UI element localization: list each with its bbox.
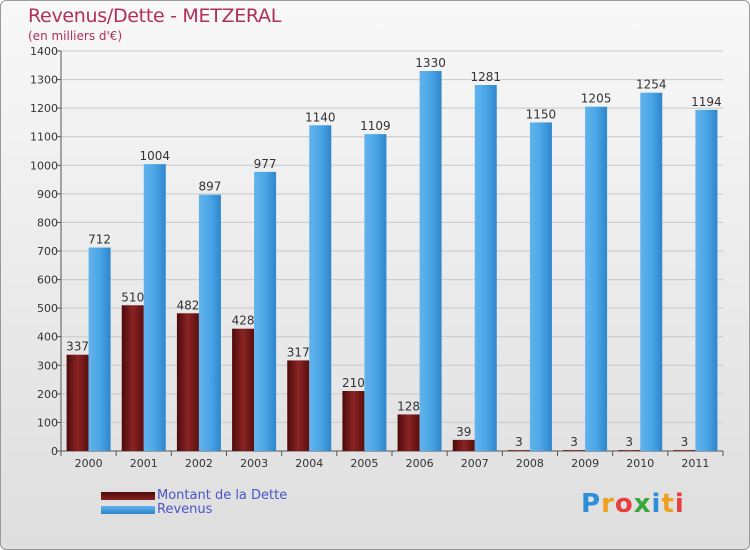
bar-revenus [474,85,497,451]
bars [66,71,718,452]
y-tick-label: 700 [37,245,58,258]
bar-revenus [585,106,608,451]
logo-letter: t [661,489,675,519]
data-label-revenus: 1205 [581,92,612,106]
data-label-dette: 3 [681,435,689,449]
data-label-revenus: 1150 [526,107,557,121]
y-tick-label: 1300 [30,74,58,87]
bar-dette [66,354,89,451]
logo-letter: o [614,489,634,519]
bar-revenus [529,122,552,451]
bar-dette [176,313,199,451]
bar-revenus [198,194,221,451]
y-tick-label: 1100 [30,131,58,144]
data-label-dette: 210 [342,376,365,390]
logo-letter: i [674,489,685,519]
x-tick-label: 2008 [516,457,544,470]
bar-dette [452,439,475,451]
chart-subtitle: (en milliers d'€) [28,29,123,43]
data-label-dette: 337 [66,340,89,354]
legend-label-debt: Montant de la Dette [157,488,288,503]
data-label-revenus: 1254 [636,78,667,92]
chart-title: Revenus/Dette - METZERAL [28,5,282,27]
logo-letter: x [633,489,652,519]
bar-revenus [254,171,277,451]
bar-dette [232,328,255,451]
data-label-revenus: 1330 [415,56,446,70]
data-label-dette: 3 [570,435,578,449]
data-label-revenus: 1109 [360,119,391,133]
bar-revenus [88,247,111,451]
y-tick-label: 0 [51,445,58,458]
y-tick-label: 400 [37,331,58,344]
grid [61,50,723,452]
logo-letter: P [581,489,602,519]
data-label-revenus: 897 [198,180,221,194]
data-label-dette: 3 [515,435,523,449]
bar-dette [287,360,310,451]
data-label-revenus: 1194 [691,95,722,109]
bar-dette [121,305,144,451]
x-tick-label: 2002 [185,457,213,470]
y-tick-label: 600 [37,274,58,287]
x-tick-label: 2011 [681,457,709,470]
x-tick-label: 2004 [295,457,323,470]
y-tick-label: 1000 [30,159,58,172]
y-tick-label: 300 [37,359,58,372]
y-tick-label: 200 [37,388,58,401]
y-tick-label: 500 [37,302,58,315]
data-label-revenus: 712 [88,233,111,247]
legend-label-revenus: Revenus [157,502,213,517]
data-label-revenus: 1140 [305,110,336,124]
y-tick-label: 100 [37,416,58,429]
data-label-dette: 128 [397,399,420,413]
legend-swatch-debt [101,492,155,500]
proxiti-logo: Proxiti [581,489,685,519]
bar-revenus [143,164,166,451]
data-label-dette: 3 [625,435,633,449]
data-label-dette: 317 [287,345,310,359]
y-tick-label: 900 [37,188,58,201]
x-tick-label: 2007 [461,457,489,470]
y-tick-label: 1400 [30,45,58,58]
bar-dette [507,450,530,451]
x-tick-label: 2010 [626,457,654,470]
bar-dette [563,450,586,451]
x-tick-label: 2005 [350,457,378,470]
data-label-dette: 39 [456,425,471,439]
logo-letter: i [651,489,662,519]
bar-dette [618,450,641,451]
data-label-revenus: 977 [254,157,277,171]
bar-dette [397,414,420,451]
legend-swatch-revenus [101,506,155,514]
data-label-revenus: 1004 [139,149,170,163]
x-tick-label: 2009 [571,457,599,470]
bar-dette [673,450,696,451]
data-label-dette: 482 [176,298,199,312]
data-label-dette: 510 [121,290,144,304]
data-label-dette: 428 [232,314,255,328]
data-label-revenus: 1281 [470,70,501,84]
y-tick-label: 800 [37,216,58,229]
bar-dette [342,391,365,451]
logo-letter: r [601,489,615,519]
x-tick-label: 2000 [75,457,103,470]
bar-revenus [640,92,663,451]
y-tick-label: 1200 [30,102,58,115]
x-tick-label: 2003 [240,457,268,470]
x-tick-label: 2001 [130,457,158,470]
bar-revenus [695,109,718,451]
bar-revenus [309,125,332,452]
bar-revenus [419,71,442,451]
bar-revenus [364,134,387,451]
data-labels: 337 712 510 1004 482 897 428 977 317 1140 210 1109 1… [66,56,722,449]
x-tick-label: 2006 [406,457,434,470]
axes: 0 100 200 300 400 500 600 700 800 900 1000 1100 1200… [30,45,724,470]
